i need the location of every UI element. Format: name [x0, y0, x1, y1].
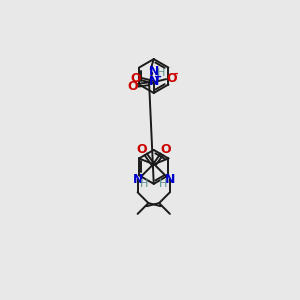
Text: O: O [127, 80, 137, 92]
Text: N: N [165, 173, 175, 186]
Text: H: H [140, 179, 149, 189]
Text: H: H [159, 179, 167, 189]
Text: O: O [131, 72, 141, 85]
Text: +: + [154, 72, 162, 82]
Text: O: O [166, 72, 177, 85]
Text: O: O [136, 143, 147, 157]
Text: H: H [157, 68, 166, 78]
Text: O: O [161, 143, 171, 157]
Text: N: N [148, 75, 159, 88]
Text: N: N [148, 65, 159, 78]
Text: -: - [174, 69, 178, 79]
Text: N: N [132, 173, 143, 186]
